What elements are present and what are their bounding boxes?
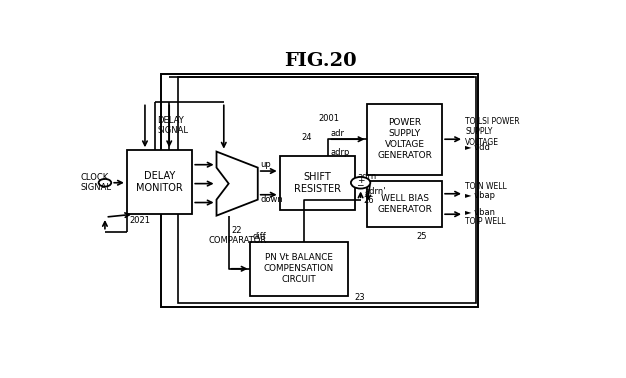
Polygon shape xyxy=(217,152,258,215)
Bar xyxy=(280,156,355,210)
Text: 24: 24 xyxy=(302,133,312,142)
Bar xyxy=(126,150,192,214)
Text: TO LSI POWER
SUPPLY
VOLTAGE: TO LSI POWER SUPPLY VOLTAGE xyxy=(465,117,520,147)
Text: ► vbap: ► vbap xyxy=(465,191,495,200)
Text: adrp: adrp xyxy=(331,147,351,156)
Text: 26: 26 xyxy=(363,196,374,205)
Text: ► vban: ► vban xyxy=(465,208,495,217)
Text: TO P WELL: TO P WELL xyxy=(465,217,506,226)
Text: adr: adr xyxy=(331,129,345,138)
Text: diff: diff xyxy=(253,232,267,242)
Text: up: up xyxy=(260,160,271,169)
Text: PN Vt BALANCE
COMPENSATION
CIRCUIT: PN Vt BALANCE COMPENSATION CIRCUIT xyxy=(264,253,334,284)
Text: 2001: 2001 xyxy=(319,114,340,123)
Text: WELL BIAS
GENERATOR: WELL BIAS GENERATOR xyxy=(377,194,432,214)
Text: ► vdd: ► vdd xyxy=(465,144,490,152)
Text: 23: 23 xyxy=(355,293,366,302)
Text: TO N WELL: TO N WELL xyxy=(465,182,507,191)
Bar xyxy=(367,104,442,175)
Bar xyxy=(161,74,478,307)
Text: DELAY
MONITOR: DELAY MONITOR xyxy=(136,171,183,194)
Text: 2021: 2021 xyxy=(129,216,150,225)
Text: POWER
SUPPLY
VOLTAGE
GENERATOR: POWER SUPPLY VOLTAGE GENERATOR xyxy=(377,118,432,160)
Text: FIG.20: FIG.20 xyxy=(284,53,357,70)
Text: 25: 25 xyxy=(417,232,427,241)
Bar xyxy=(178,77,476,303)
Text: +: + xyxy=(357,176,364,185)
Text: adrn: adrn xyxy=(357,172,376,181)
Text: DELAY
SIGNAL: DELAY SIGNAL xyxy=(157,116,188,135)
Text: −: − xyxy=(356,180,364,189)
Circle shape xyxy=(351,177,371,189)
Circle shape xyxy=(99,179,111,186)
Text: adrn': adrn' xyxy=(364,187,386,197)
Text: CLOCK
SIGNAL: CLOCK SIGNAL xyxy=(81,173,111,192)
Text: SHIFT
RESISTER: SHIFT RESISTER xyxy=(294,172,341,194)
Text: down: down xyxy=(260,195,283,204)
Text: 22
COMPARATOR: 22 COMPARATOR xyxy=(208,226,266,245)
Bar xyxy=(250,242,347,296)
Bar xyxy=(367,181,442,227)
